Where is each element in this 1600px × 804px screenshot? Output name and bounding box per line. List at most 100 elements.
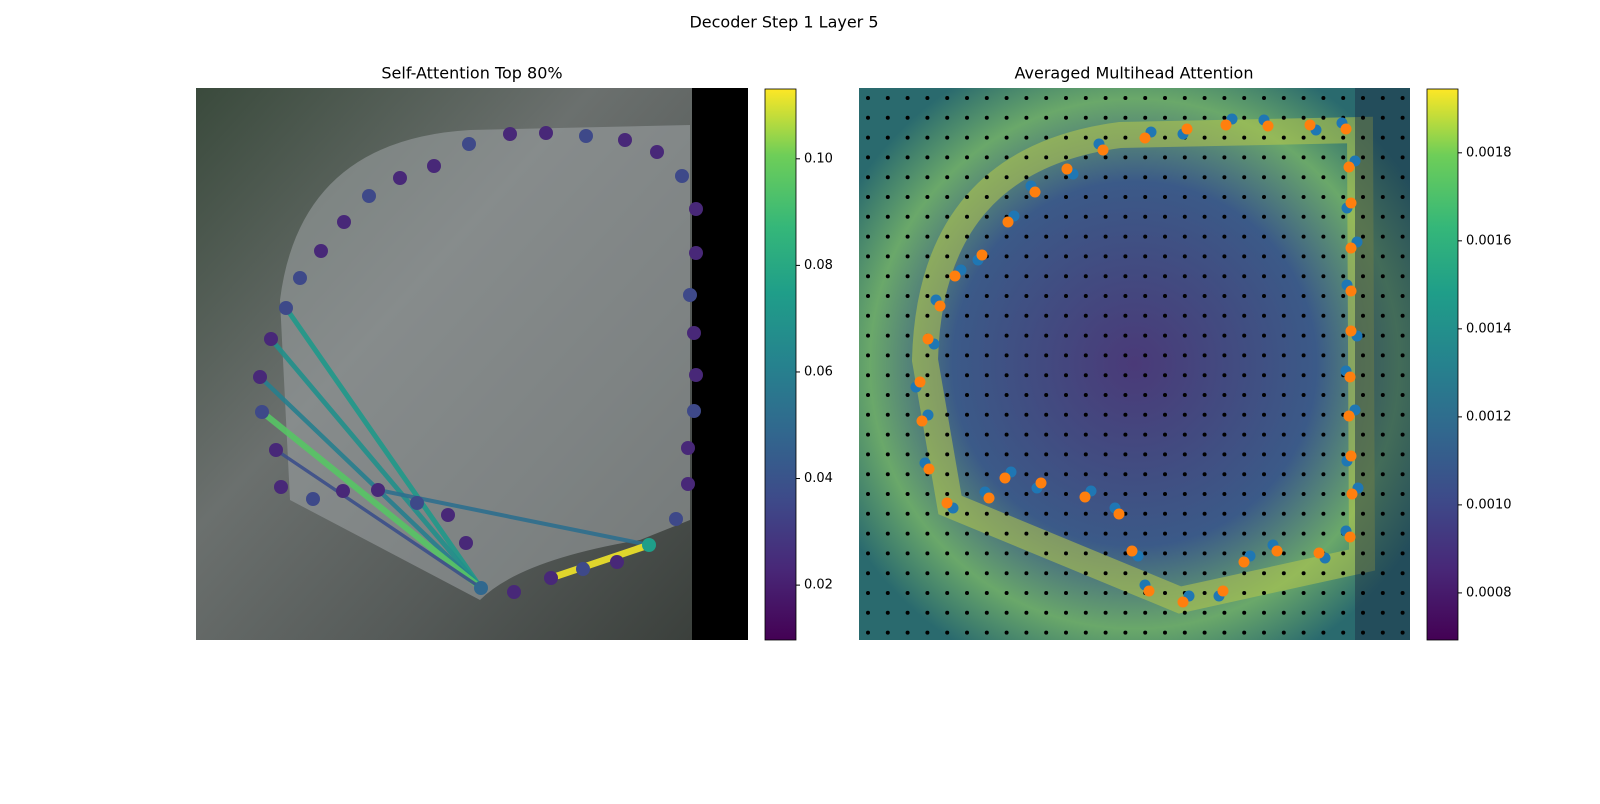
- ref-point: [965, 511, 969, 516]
- ref-point: [925, 135, 930, 140]
- query-point: [264, 332, 278, 346]
- ref-point: [1242, 610, 1247, 615]
- ref-point: [1301, 214, 1306, 219]
- ref-point: [1103, 591, 1108, 595]
- ref-point: [905, 155, 910, 160]
- query-point: [618, 133, 632, 147]
- ref-point: [1361, 274, 1365, 279]
- ref-point: [1044, 353, 1049, 358]
- ref-point: [1163, 135, 1167, 140]
- ref-point: [1262, 195, 1266, 199]
- ref-point: [1262, 294, 1266, 298]
- ref-point: [1400, 630, 1405, 635]
- ref-point: [965, 115, 969, 120]
- ref-point: [1380, 195, 1385, 199]
- ref-point: [1341, 333, 1346, 338]
- ref-point: [866, 254, 870, 259]
- ref-point: [1044, 175, 1049, 180]
- ref-point: [1064, 294, 1068, 298]
- pred-point: [1304, 119, 1316, 131]
- ref-point: [1202, 373, 1207, 378]
- ref-point: [1262, 432, 1266, 437]
- ref-point: [1281, 294, 1286, 298]
- ref-point: [1064, 452, 1068, 457]
- ref-point: [1083, 412, 1088, 417]
- ref-point: [1163, 353, 1167, 358]
- ref-point: [1242, 432, 1247, 437]
- ref-point: [1242, 333, 1247, 338]
- ref-point: [885, 135, 890, 140]
- pred-point: [999, 472, 1011, 484]
- ref-point: [1004, 571, 1009, 576]
- ref-point: [1380, 472, 1385, 477]
- ref-point: [1044, 452, 1049, 457]
- ref-point: [1380, 511, 1385, 516]
- ref-point: [1083, 274, 1088, 279]
- ref-point: [1024, 214, 1029, 219]
- ref-point: [1202, 294, 1207, 298]
- ref-point: [1143, 254, 1148, 259]
- ref-point: [1103, 274, 1108, 279]
- ref-point: [1202, 412, 1207, 417]
- query-point: [314, 244, 328, 258]
- ref-point: [1222, 452, 1227, 457]
- ref-point: [1163, 333, 1167, 338]
- ref-point: [1004, 135, 1009, 140]
- query-point: [689, 368, 703, 382]
- ref-point: [1143, 274, 1148, 279]
- ref-point: [866, 452, 870, 457]
- ref-point: [965, 393, 969, 397]
- ref-point: [1083, 96, 1088, 100]
- ref-point: [1380, 432, 1385, 437]
- ref-point: [1024, 571, 1029, 576]
- ref-point: [1083, 571, 1088, 576]
- ref-point: [1301, 115, 1306, 120]
- ref-point: [1321, 195, 1326, 199]
- ref-point: [1103, 393, 1108, 397]
- ref-point: [1083, 472, 1088, 477]
- ref-point: [1103, 551, 1108, 556]
- ref-point: [925, 511, 930, 516]
- ref-point: [1281, 175, 1286, 180]
- ref-point: [1400, 313, 1405, 318]
- ref-point: [1380, 96, 1385, 100]
- ref-point: [1400, 353, 1405, 358]
- ref-point: [1321, 313, 1326, 318]
- ref-point: [1301, 571, 1306, 576]
- ref-point: [1281, 96, 1286, 100]
- query-point: [362, 189, 376, 203]
- ref-point: [1400, 452, 1405, 457]
- ref-point: [885, 175, 890, 180]
- ref-point: [1262, 492, 1266, 496]
- ref-point: [905, 492, 910, 496]
- ref-point: [1380, 294, 1385, 298]
- ref-point: [885, 432, 890, 437]
- ref-point: [1123, 115, 1128, 120]
- ref-point: [1024, 630, 1029, 635]
- ref-point: [1064, 333, 1068, 338]
- ref-point: [984, 571, 989, 576]
- ref-point: [1024, 393, 1029, 397]
- ref-point: [1400, 373, 1405, 378]
- ref-point: [885, 571, 890, 576]
- pred-point: [1029, 186, 1041, 198]
- ref-point: [1004, 412, 1009, 417]
- ref-point: [905, 610, 910, 615]
- ref-point: [1024, 313, 1029, 318]
- ref-point: [925, 630, 930, 635]
- ref-point: [1380, 571, 1385, 576]
- ref-point: [1123, 175, 1128, 180]
- ref-point: [1262, 214, 1266, 219]
- colorbar-tick-label: 0.0010: [1466, 497, 1512, 512]
- ref-point: [885, 234, 890, 239]
- ref-point: [1044, 492, 1049, 496]
- ref-point: [1024, 333, 1029, 338]
- ref-point: [1004, 393, 1009, 397]
- ref-point: [1321, 254, 1326, 259]
- ref-point: [925, 393, 930, 397]
- ref-point: [1123, 155, 1128, 160]
- ref-point: [1004, 333, 1009, 338]
- ref-point: [1182, 373, 1187, 378]
- ref-point: [1361, 155, 1365, 160]
- ref-point: [1083, 175, 1088, 180]
